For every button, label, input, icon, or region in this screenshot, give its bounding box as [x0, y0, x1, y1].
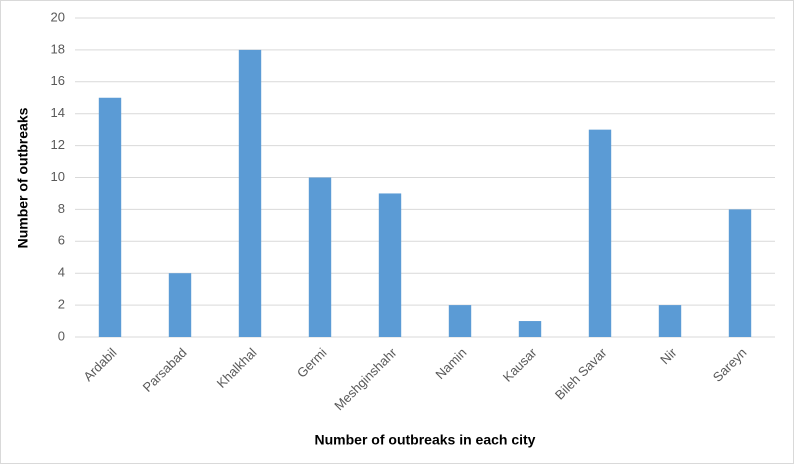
bar	[168, 273, 192, 337]
bar	[308, 177, 332, 337]
bar	[378, 193, 402, 337]
bar	[238, 49, 262, 338]
bar	[98, 97, 122, 337]
y-tick-label: 4	[58, 265, 65, 280]
y-tick-label: 20	[51, 9, 65, 24]
bar	[448, 305, 472, 337]
y-tick-label: 14	[51, 105, 65, 120]
x-axis-title: Number of outbreaks in each city	[315, 432, 536, 448]
y-tick-label: 2	[58, 297, 65, 312]
y-tick-label: 8	[58, 201, 65, 216]
bar	[518, 321, 542, 337]
y-axis-title: Number of outbreaks	[15, 107, 31, 248]
y-tick-label: 0	[58, 328, 65, 343]
bar	[658, 305, 682, 337]
y-tick-label: 18	[51, 41, 65, 56]
y-tick-label: 6	[58, 233, 65, 248]
y-tick-label: 10	[51, 169, 65, 184]
bar	[728, 209, 752, 337]
y-tick-label: 12	[51, 137, 65, 152]
y-tick-label: 16	[51, 73, 65, 88]
bar	[588, 129, 612, 337]
